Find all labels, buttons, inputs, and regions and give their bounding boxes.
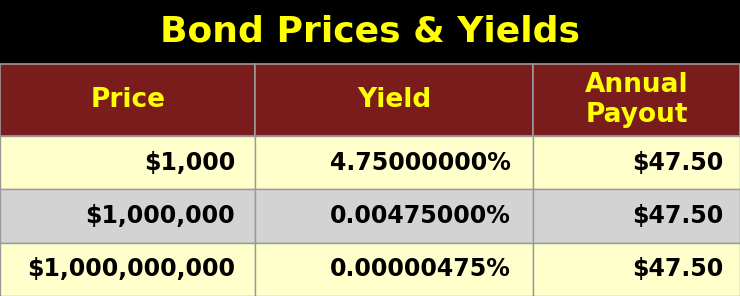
Bar	[255, 189, 533, 243]
Text: $1,000,000: $1,000,000	[85, 204, 235, 228]
Bar	[0, 189, 255, 243]
Bar	[0, 243, 255, 296]
Text: $1,000,000,000: $1,000,000,000	[27, 257, 235, 281]
Text: Bond Prices & Yields: Bond Prices & Yields	[160, 15, 580, 49]
Text: $47.50: $47.50	[632, 151, 724, 175]
Text: 0.00475000%: 0.00475000%	[330, 204, 511, 228]
Text: $47.50: $47.50	[632, 204, 724, 228]
Bar	[255, 64, 533, 136]
Text: $1,000: $1,000	[144, 151, 235, 175]
Text: Annual
Payout: Annual Payout	[585, 72, 688, 128]
Bar	[0, 64, 255, 136]
Bar	[533, 136, 740, 189]
Bar	[533, 64, 740, 136]
Text: Price: Price	[90, 87, 165, 113]
Text: Yield: Yield	[357, 87, 431, 113]
Text: 4.75000000%: 4.75000000%	[330, 151, 511, 175]
Bar	[533, 243, 740, 296]
Bar	[255, 136, 533, 189]
Bar	[0, 136, 255, 189]
Bar	[533, 189, 740, 243]
Text: $47.50: $47.50	[632, 257, 724, 281]
Text: 0.00000475%: 0.00000475%	[330, 257, 511, 281]
Bar	[0, 0, 740, 64]
Bar	[255, 243, 533, 296]
